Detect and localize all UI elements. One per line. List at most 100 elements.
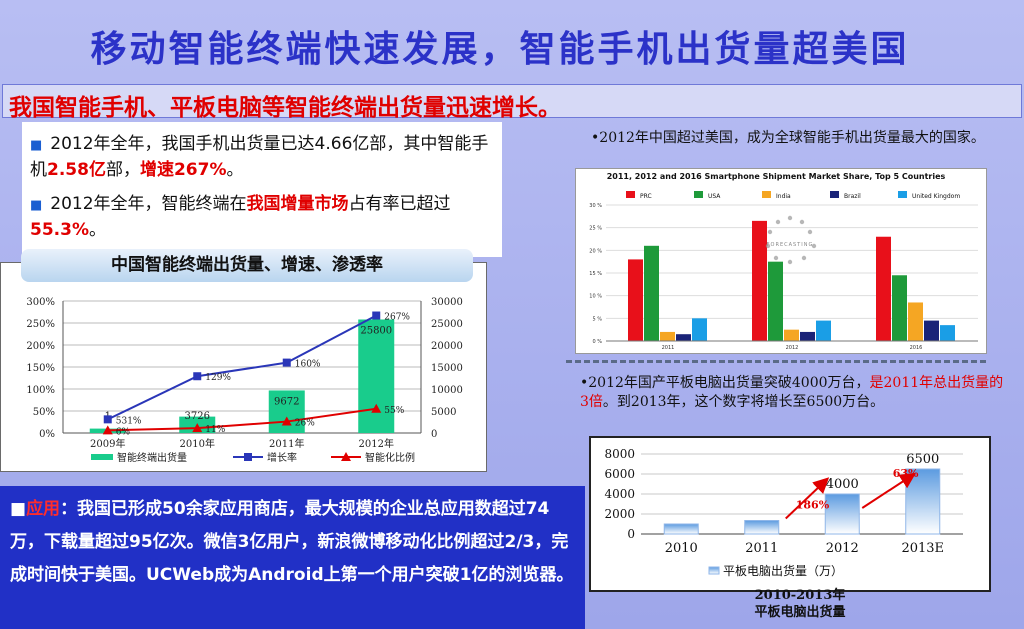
y-tick-label: 0 % [592,339,602,345]
page-title: 移动智能终端快速发展，智能手机出货量超美国 [90,28,910,70]
smart-ratio-marker [281,416,292,426]
line-data-label: 11% [205,425,225,435]
share-bar [908,302,923,341]
line-data-label: 531% [116,416,142,426]
tablet-chart-caption: 2010-2013年 平板电脑出货量 [700,587,900,621]
bullet1-text-c: 部， [105,160,140,180]
watermark-dot [807,229,813,235]
watermark-dot [775,219,781,225]
series-line [107,314,377,421]
line-data-label: 55% [384,406,404,416]
apps-summary: ■应用：我国已形成50余家应用商店，最大规模的企业总应用数超过74万，下载量超过… [0,486,585,629]
x-tick-label: 2016 [910,345,923,351]
share-bar [940,325,955,341]
legend-label-shipments: 智能终端出货量 [117,451,187,464]
apps-text: ：我国已形成50余家应用商店，最大规模的企业总应用数超过74万，下载量超过95亿… [10,499,574,585]
bullet2-text-e: 。 [88,220,106,240]
share-bar [924,320,939,341]
bullet1-highlight-smartphones: 2.58亿 [47,160,106,180]
x-tick-label: 2013E [901,541,944,556]
square-bullet-icon: ■ [10,499,27,519]
apps-label: 应用 [26,499,61,519]
x-tick-label: 2010 [665,541,698,556]
share-bar [676,334,691,341]
y-tick-label: 4000 [604,487,635,501]
y-tick-label: 8000 [604,447,635,461]
shipment-bar [268,390,305,433]
y-tick-label: 5 % [592,316,602,322]
growth-marker [282,358,291,367]
line-data-label: 267% [384,313,410,323]
tablet-shipment-chart: 0 2000 4000 6000 8000 2010 2011 4000 2012 6500 201… [589,436,991,592]
tablet-bar [744,520,780,535]
share-bar [892,275,907,341]
terminal-chart-svg: 0% 50% 100% 150% 200% 250% 300% 0 5000 10000 15000… [26,297,463,464]
y-tick-label: 25 % [589,226,602,232]
watermark-dot [765,243,771,249]
y-tick-label: 0 [627,527,635,541]
legend-label: United Kingdom [912,193,960,200]
y-left-tick-label: 150% [26,363,55,374]
y-left-tick-label: 250% [26,319,55,330]
note-china-surpass-us: •2012年中国超过美国，成为全球智能手机出货量最大的国家。 [591,130,985,146]
note-tablet-shipments: •2012年国产平板电脑出货量突破4000万台，是2011年总出货量的3倍。到2… [580,374,1005,412]
watermark-dot [787,215,793,221]
y-tick-label: 6000 [604,467,635,481]
growth-annotation: 186% [796,499,830,512]
watermark-dot [767,229,773,235]
bullet1-highlight-growth: 增速267% [139,160,227,180]
legend-label: India [776,193,791,200]
y-right-tick-label: 15000 [431,363,463,374]
y-tick-label: 2000 [604,507,635,521]
tablet-bar [824,493,860,535]
x-tick-label: 2012 [786,345,799,351]
tablet-bar-label: 6500 [906,452,939,467]
bullet-phone-shipments: ■ 2012年全年，我国手机出货量已达4.66亿部，其中智能手机2.58亿部，增速… [30,132,492,182]
y-tick-label: 30 % [589,203,602,209]
x-tick-label: 2012年 [359,437,394,450]
smart-ratio-marker [371,403,382,413]
growth-arrow [785,477,830,520]
tablet-chart-svg: 0 2000 4000 6000 8000 2010 2011 4000 2012 6500 201… [604,447,963,578]
line-data-label: 160% [295,360,321,370]
watermark-dot [801,255,807,261]
tablet-note-highlight: 是2011年总出货量的3倍 [580,375,1004,410]
x-tick-label: 2011 [662,345,675,351]
watermark-dot [787,259,793,265]
share-bar [644,245,659,341]
shipment-bar-label: 25800 [360,325,392,336]
y-right-tick-label: 10000 [431,385,463,396]
y-left-tick-label: 50% [33,407,55,418]
bullet2-highlight-share: 55.3% [30,220,89,240]
square-bullet-icon: ■ [30,138,43,153]
watermark-dot [811,243,817,249]
watermark-dot [799,219,805,225]
legend-label-ratio: 智能化比例 [365,451,415,464]
legend-swatch [898,191,907,198]
terminal-chart-title: 中国智能终端出货量、增速、渗透率 [21,249,473,282]
x-tick-label: 2009年 [90,437,125,450]
share-bar [692,318,707,341]
bullet2-highlight-market: 我国增量市场 [246,194,349,214]
legend-swatch [762,191,771,198]
tablet-bar [663,523,699,535]
terminal-shipment-chart: 0% 50% 100% 150% 200% 250% 300% 0 5000 10000 15000… [0,262,487,472]
legend-label: USA [708,193,721,200]
tablet-caption-line1: 2010-2013年 [754,588,846,603]
square-bullet-icon: ■ [30,198,43,213]
watermark-dot [773,255,779,261]
share-bar [660,331,675,341]
bullet1-text-e: 。 [226,160,244,180]
tablet-note-a: •2012年国产平板电脑出货量突破4000万台， [580,375,870,391]
phone-chart-title: 2011, 2012 and 2016 Smartphone Shipment … [607,172,946,181]
legend-marker-growth [244,453,252,461]
smartphone-share-chart: 2011, 2012 and 2016 Smartphone Shipment … [575,168,987,354]
smartphone-chart-svg: 2011, 2012 and 2016 Smartphone Shipment … [589,172,978,351]
legend-swatch-shipments [91,454,113,460]
legend-swatch [694,191,703,198]
share-bar [800,331,815,341]
series-line [107,407,377,432]
legend-label: 平板电脑出货量（万） [723,563,843,578]
y-right-tick-label: 25000 [431,319,463,330]
subtitle-bar: 我国智能手机、平板电脑等智能终端出货量迅速增长。 [2,84,1022,121]
